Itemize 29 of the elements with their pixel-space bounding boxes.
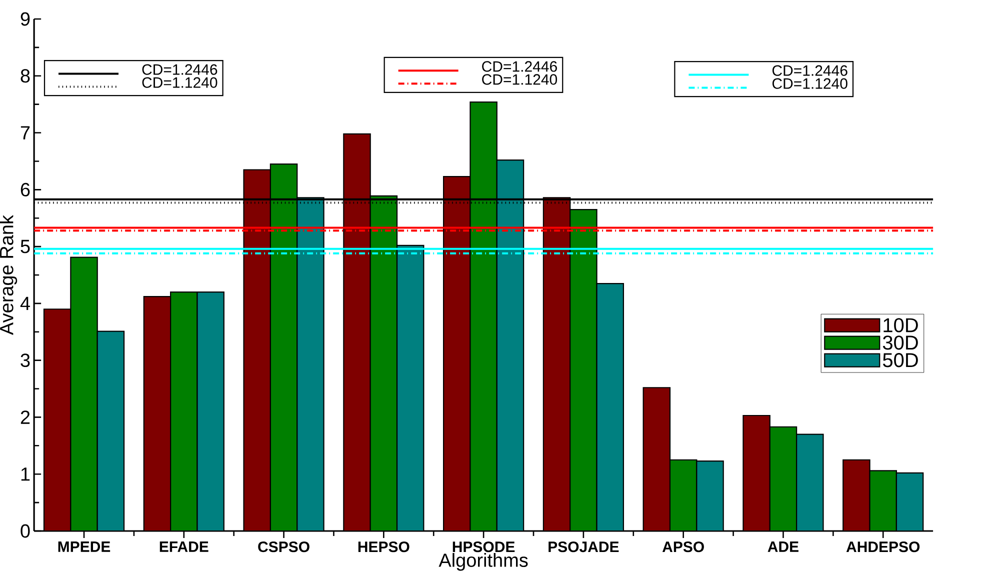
y-tick-label: 2: [20, 410, 30, 424]
y-tick-label: 6: [20, 182, 30, 196]
y-tick-label: 3: [20, 354, 30, 368]
x-tick-label: CSPSO: [258, 542, 310, 552]
x-tick-label: EFADE: [160, 542, 208, 552]
annotation: CD=1.1240: [142, 77, 218, 88]
y-tick-label: 9: [20, 12, 30, 26]
x-tick-label: APSO: [662, 542, 704, 552]
legend-label: 10D: [884, 318, 918, 332]
y-tick-label: 4: [20, 296, 30, 310]
x-tick-label: HPSODE: [452, 542, 515, 552]
legend-label: 30D: [882, 336, 918, 350]
annotation: CD=1.1240: [482, 74, 558, 85]
annotation: CD=1.2446: [482, 61, 557, 72]
annotation: CD=1.2446: [772, 65, 848, 76]
y-tick-label: 8: [20, 69, 30, 83]
y-tick-label: 7: [20, 126, 30, 140]
x-tick-label: PSOJADE: [548, 542, 619, 552]
x-tick-label: MPEDE: [58, 542, 110, 552]
y-tick-label: 0: [20, 524, 30, 538]
y-tick-label: 5: [20, 240, 30, 254]
y-tick-label: 1: [21, 468, 30, 481]
x-tick-label: ADE: [768, 542, 798, 552]
x-tick-label: AHDEPSO: [846, 542, 920, 552]
annotation: CD=1.1240: [772, 78, 848, 89]
legend-label: 50D: [882, 353, 918, 368]
x-axis-title: Algorithms: [438, 553, 528, 571]
x-tick-label: HEPSO: [358, 542, 410, 552]
annotation: CD=1.2446: [142, 64, 218, 75]
